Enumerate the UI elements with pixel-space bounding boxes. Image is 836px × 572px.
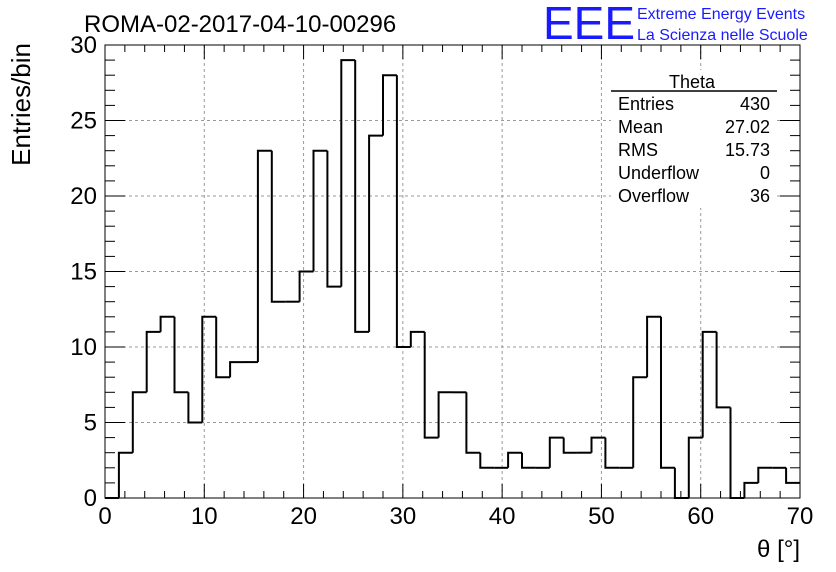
- histogram-bin: [479, 452, 495, 469]
- histogram-bin: [187, 392, 203, 424]
- histogram-bin: [729, 407, 745, 499]
- x-tick-label: 70: [787, 503, 814, 530]
- y-tick-label: 25: [70, 108, 97, 135]
- histogram-bin: [159, 315, 175, 332]
- stats-mean-label: Mean: [618, 117, 663, 137]
- histogram-bin: [326, 150, 342, 288]
- stats-underflow-value: 0: [760, 163, 770, 183]
- histogram-bin: [687, 436, 703, 498]
- histogram-bin: [409, 330, 425, 347]
- histogram-bin: [604, 437, 620, 469]
- stats-rms-label: RMS: [618, 140, 658, 160]
- logo-line-2: La Scienza nelle Scuole: [637, 27, 808, 44]
- histogram-bin: [215, 316, 231, 379]
- histogram-bin: [701, 330, 717, 438]
- histogram-bin: [562, 437, 578, 454]
- histogram-bin: [590, 436, 606, 453]
- y-tick-label: 5: [84, 410, 97, 437]
- histogram-bin: [632, 376, 648, 468]
- histogram-bin: [465, 392, 481, 454]
- stats-mean-value: 27.02: [725, 117, 770, 137]
- x-tick-label: 20: [290, 503, 317, 530]
- histogram-bin: [743, 481, 759, 498]
- y-axis-label: Entries/bin: [6, 43, 36, 166]
- histogram-bin: [354, 60, 370, 333]
- histogram-bin: [256, 149, 272, 363]
- x-tick-label: 60: [687, 503, 714, 530]
- logo-line-1: Extreme Energy Events: [637, 6, 805, 23]
- tick-labels: 0 10 20 30 40 50 60 70 0 5 10 15 20 25 30: [70, 32, 813, 530]
- stats-box: Theta Entries 430 Mean 27.02 RMS 15.73 U…: [611, 70, 777, 208]
- stats-rms-value: 15.73: [725, 140, 770, 160]
- stats-overflow-label: Overflow: [618, 186, 690, 206]
- histogram-bin: [507, 451, 522, 468]
- histogram-bin: [423, 331, 439, 439]
- grid-lines: [105, 45, 800, 498]
- histogram-bin: [131, 391, 147, 453]
- histogram-bin: [368, 134, 383, 332]
- histogram-bin: [646, 315, 661, 378]
- x-tick-label: 30: [390, 503, 417, 530]
- histogram-bin: [521, 452, 536, 469]
- stats-entries-value: 430: [740, 94, 770, 114]
- histogram-bin: [673, 467, 689, 499]
- histogram-bin: [145, 330, 161, 393]
- histogram-bin: [229, 361, 244, 378]
- run-title: ROMA-02-2017-04-10-00296: [84, 11, 396, 38]
- stats-overflow-value: 36: [750, 186, 770, 206]
- histogram-bin: [173, 316, 189, 394]
- logo-mark: EEE: [543, 0, 635, 49]
- x-tick-label: 40: [489, 503, 516, 530]
- stats-underflow-label: Underflow: [618, 163, 700, 183]
- stats-box-bg: [611, 70, 777, 208]
- y-tick-label: 0: [84, 485, 97, 512]
- histogram-bin: [395, 75, 411, 348]
- x-tick-label: 10: [191, 503, 218, 530]
- histogram-bin: [660, 316, 675, 469]
- histogram-bin: [340, 59, 356, 287]
- plot-frame: [104, 44, 801, 499]
- y-tick-label: 10: [70, 334, 97, 361]
- histogram-bin: [270, 150, 286, 303]
- histogram-bin: [382, 74, 397, 136]
- y-tick-label: 30: [70, 32, 97, 59]
- histogram-bin: [785, 467, 800, 484]
- x-tick-label: 0: [98, 503, 111, 530]
- histogram-bin: [757, 466, 773, 483]
- stats-title: Theta: [669, 72, 716, 92]
- histogram-bin: [117, 451, 133, 498]
- histogram-bin: [437, 391, 453, 438]
- y-tick-label: 20: [70, 183, 97, 210]
- x-tick-label: 50: [588, 503, 615, 530]
- y-tick-label: 15: [70, 259, 97, 286]
- histogram-bin: [312, 149, 328, 272]
- histogram-bin: [201, 315, 217, 423]
- histogram-bin: [298, 270, 314, 302]
- histogram-bin: [715, 331, 731, 409]
- x-axis-label: θ [°]: [757, 536, 800, 563]
- histogram-bin: [548, 436, 564, 468]
- stats-entries-label: Entries: [618, 94, 674, 114]
